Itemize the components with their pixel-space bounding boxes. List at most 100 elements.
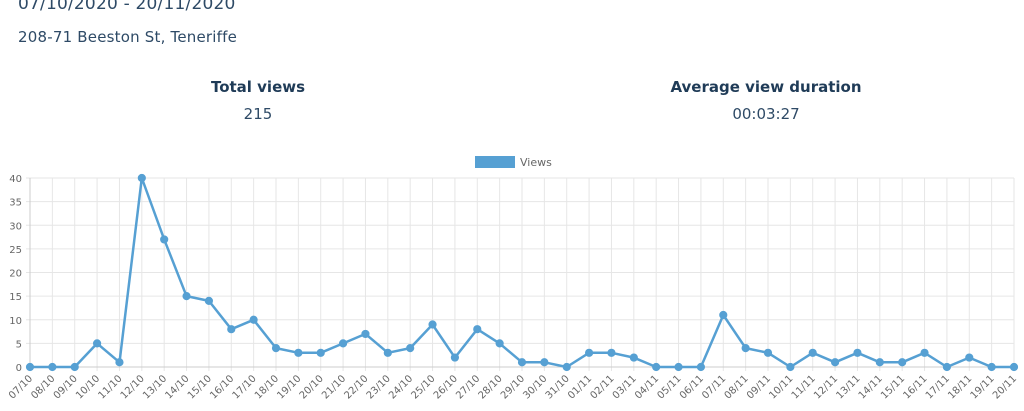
views-data-point[interactable] [674,362,683,372]
x-tick-label: 19/10 [275,373,303,401]
chart-axes: 051015202530354007/1008/1009/1010/1011/1… [7,174,1019,402]
views-data-point[interactable] [25,362,35,372]
average-view-duration-stat: Average view duration 00:03:27 [616,78,916,123]
y-tick-label: 40 [9,174,22,185]
views-data-point[interactable] [450,353,460,362]
views-data-point[interactable] [406,344,415,353]
x-tick-label: 01/11 [566,373,594,401]
views-data-point[interactable] [607,348,616,357]
views-data-point[interactable] [920,348,929,357]
views-data-point[interactable] [316,348,325,357]
views-data-point[interactable] [562,362,571,372]
y-tick-label: 20 [9,269,22,280]
chart-grid [26,177,1015,371]
views-data-point[interactable] [48,362,57,372]
total-views-stat: Total views 215 [108,78,408,123]
views-data-point[interactable] [652,362,661,372]
views-data-point[interactable] [182,292,191,301]
views-data-point[interactable] [696,362,706,372]
x-tick-label: 11/10 [96,373,124,401]
y-tick-label: 35 [9,198,22,209]
views-data-point[interactable] [965,353,974,362]
x-tick-label: 26/10 [432,373,460,401]
views-data-point[interactable] [741,344,750,353]
x-tick-label: 17/11 [924,373,952,401]
views-data-point[interactable] [495,339,504,348]
chart-series [25,173,1019,372]
y-tick-label: 25 [9,245,22,256]
x-tick-label: 31/10 [544,373,572,401]
views-data-point[interactable] [786,362,795,372]
views-data-point[interactable] [830,358,840,367]
chart-legend: Views [475,156,552,169]
views-data-point[interactable] [92,339,102,348]
x-tick-label: 30/10 [521,373,549,401]
x-tick-label: 02/11 [588,373,616,401]
views-data-point[interactable] [249,315,258,324]
legend-label-views[interactable]: Views [520,156,552,169]
views-data-point[interactable] [1009,362,1019,372]
date-range: 07/10/2020 - 20/11/2020 [18,0,236,14]
views-data-point[interactable] [271,344,281,353]
x-tick-label: 20/11 [991,373,1019,401]
views-data-point[interactable] [338,339,348,348]
average-view-duration-label: Average view duration [670,78,862,96]
views-data-point[interactable] [137,173,146,183]
x-tick-label: 13/11 [834,373,862,401]
views-data-point[interactable] [942,362,952,372]
x-tick-label: 08/11 [723,373,751,401]
views-data-point[interactable] [361,329,370,339]
views-data-point[interactable] [987,362,996,372]
x-tick-label: 16/11 [902,373,930,401]
x-tick-label: 24/10 [387,373,415,401]
x-tick-label: 18/10 [253,373,281,401]
x-tick-label: 05/11 [656,373,684,401]
x-tick-label: 13/10 [141,373,169,401]
x-tick-label: 25/10 [410,373,438,401]
views-data-point[interactable] [517,358,527,367]
x-tick-label: 04/11 [633,373,661,401]
x-tick-label: 15/10 [186,373,214,401]
x-tick-label: 07/11 [700,373,728,401]
views-data-point[interactable] [383,348,392,357]
x-tick-label: 10/11 [767,373,795,401]
views-data-point[interactable] [70,362,79,372]
views-data-point[interactable] [294,348,303,357]
views-data-point[interactable] [719,310,728,320]
views-data-point[interactable] [763,348,773,357]
views-data-point[interactable] [540,358,549,367]
views-data-point[interactable] [853,348,862,357]
x-tick-label: 12/10 [119,373,147,401]
x-tick-label: 16/10 [208,373,236,401]
total-views-value: 215 [243,105,273,123]
views-data-point[interactable] [428,320,437,329]
y-tick-label: 30 [9,221,22,232]
x-tick-label: 08/10 [29,373,57,401]
views-data-point[interactable] [629,353,638,362]
x-tick-label: 28/10 [477,373,505,401]
x-tick-label: 09/10 [52,373,80,401]
x-tick-label: 11/11 [790,373,818,401]
x-tick-label: 03/11 [611,373,639,401]
views-data-point[interactable] [584,348,594,357]
average-view-duration-value: 00:03:27 [732,105,800,123]
views-data-point[interactable] [115,358,124,367]
views-data-point[interactable] [875,358,884,367]
views-data-point[interactable] [227,325,236,334]
legend-swatch-views[interactable] [475,156,515,168]
x-tick-label: 14/10 [164,373,192,401]
x-tick-label: 06/11 [678,373,706,401]
x-tick-label: 20/10 [298,373,326,401]
x-tick-label: 22/10 [342,373,370,401]
views-data-point[interactable] [160,235,169,244]
views-data-point[interactable] [473,325,482,334]
x-tick-label: 14/11 [857,373,885,401]
views-data-point[interactable] [898,358,907,367]
y-tick-label: 15 [9,292,22,303]
views-data-point[interactable] [204,296,214,305]
x-tick-label: 09/11 [745,373,773,401]
x-tick-label: 19/11 [969,373,997,401]
property-address: 208-71 Beeston St, Teneriffe [18,28,238,46]
views-data-point[interactable] [808,348,817,357]
